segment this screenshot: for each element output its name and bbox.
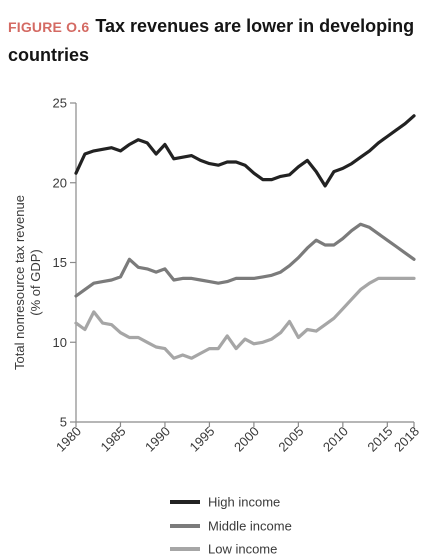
x-tick-label: 1985 — [98, 424, 129, 455]
y-axis-label-line: (% of GDP) — [28, 249, 43, 315]
legend-label: Low income — [208, 542, 277, 557]
x-tick-label: 2000 — [231, 424, 262, 455]
x-tick-label: 2015 — [364, 424, 395, 455]
y-tick-label: 15 — [53, 255, 67, 270]
y-tick-label: 10 — [53, 335, 67, 350]
x-tick-label: 1995 — [186, 424, 217, 455]
x-tick-label: 2010 — [320, 424, 351, 455]
y-axis-label: Total nonresource tax revenue (% of GDP) — [12, 195, 43, 370]
series-line-middle-income — [74, 222, 416, 298]
x-tick-label: 2018 — [391, 424, 422, 455]
figure-label: FIGURE O.6 — [8, 19, 90, 35]
y-tick-label: 20 — [53, 175, 67, 190]
legend-label: High income — [208, 495, 280, 510]
chart-series-lines — [74, 114, 416, 360]
x-tick-label: 2005 — [275, 424, 306, 455]
y-axis-label-line: Total nonresource tax revenue — [12, 195, 27, 370]
chart-legend: High income Middle income Low income — [170, 495, 292, 557]
x-tick-label: 1990 — [142, 424, 173, 455]
x-tick-label: 1980 — [53, 424, 84, 455]
legend-label: Middle income — [208, 519, 292, 534]
series-line-low-income — [74, 276, 416, 360]
y-tick-label: 25 — [53, 96, 67, 111]
figure-title-text: Tax revenues are lower in developing cou… — [8, 16, 415, 65]
series-line-high-income — [74, 114, 416, 188]
y-tick-label: 5 — [60, 415, 67, 430]
figure-title: FIGURE O.6 Tax revenues are lower in deve… — [8, 12, 420, 69]
